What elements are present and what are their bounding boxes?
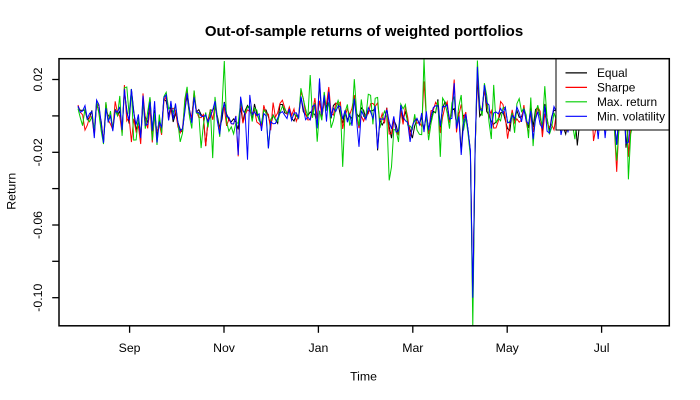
svg-text:-0.06: -0.06 xyxy=(31,211,45,239)
svg-text:May: May xyxy=(496,341,520,355)
svg-text:Jul: Jul xyxy=(594,341,610,355)
svg-text:Max. return: Max. return xyxy=(597,95,657,109)
svg-text:Nov: Nov xyxy=(213,341,236,355)
svg-text:-0.02: -0.02 xyxy=(31,138,45,166)
svg-text:Jan: Jan xyxy=(308,341,328,355)
svg-text:-0.10: -0.10 xyxy=(31,284,45,312)
svg-text:Min. volatility: Min. volatility xyxy=(597,110,665,124)
svg-text:Out-of-sample returns of weigh: Out-of-sample returns of weighted portfo… xyxy=(205,23,523,40)
svg-text:Mar: Mar xyxy=(402,341,423,355)
svg-text:0.02: 0.02 xyxy=(31,67,45,91)
svg-text:Sep: Sep xyxy=(119,341,141,355)
svg-text:Time: Time xyxy=(350,370,377,384)
svg-text:Sharpe: Sharpe xyxy=(597,81,636,95)
svg-text:Equal: Equal xyxy=(597,66,627,80)
svg-text:Return: Return xyxy=(5,173,19,210)
